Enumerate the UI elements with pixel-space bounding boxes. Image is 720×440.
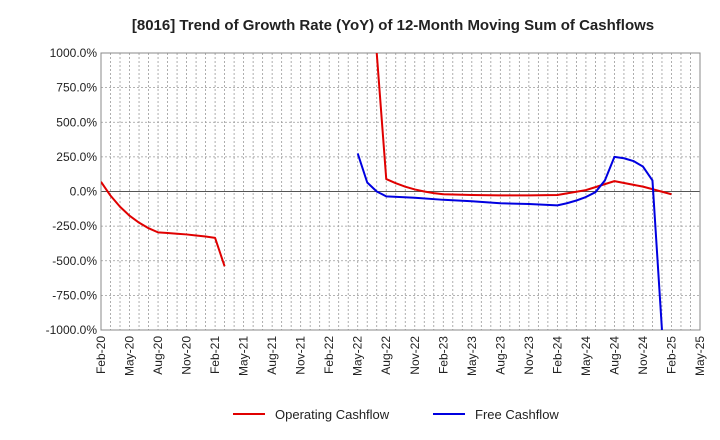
legend-label-free-cashflow: Free Cashflow (475, 407, 559, 422)
x-tick-label: May-21 (237, 336, 251, 376)
x-tick-label: May-20 (123, 336, 137, 376)
x-tick-label: Feb-21 (208, 336, 222, 374)
y-tick-label: 1000.0% (50, 46, 98, 60)
plot-frame (100, 52, 701, 331)
x-tick-label: Nov-23 (522, 336, 536, 375)
x-tick-label: Aug-23 (493, 336, 507, 375)
y-tick-label: -500.0% (52, 254, 97, 268)
x-tick-label: Feb-22 (322, 336, 336, 374)
x-tick-label: Feb-25 (664, 336, 678, 374)
x-tick-label: Nov-22 (408, 336, 422, 375)
y-tick-label: -250.0% (52, 219, 97, 233)
x-tick-label: May-23 (465, 336, 479, 376)
x-tick-label: May-22 (351, 336, 365, 376)
x-tick-label: Aug-24 (607, 336, 621, 375)
x-tick-label: Nov-21 (294, 336, 308, 375)
series-lines (101, 53, 672, 330)
x-tick-label: Aug-20 (151, 336, 165, 375)
x-tick-label: Nov-20 (180, 336, 194, 375)
x-tick-label: May-24 (579, 336, 593, 376)
legend: Operating Cashflow Free Cashflow (233, 407, 559, 422)
x-tick-label: Aug-22 (379, 336, 393, 375)
x-tick-label: Nov-24 (636, 336, 650, 375)
chart-title: [8016] Trend of Growth Rate (YoY) of 12-… (132, 17, 654, 34)
series-line-free-cashflow (356, 153, 663, 330)
legend-label-operating-cashflow: Operating Cashflow (275, 407, 390, 422)
y-tick-label: 750.0% (56, 81, 97, 95)
y-tick-label: -1000.0% (46, 323, 98, 337)
x-tick-label: Feb-24 (550, 336, 564, 374)
x-tick-label: May-25 (693, 336, 707, 376)
y-tick-label: 250.0% (56, 150, 97, 164)
y-tick-label: -750.0% (52, 288, 97, 302)
x-tick-label: Aug-21 (265, 336, 279, 375)
series-line-operating-cashflow (375, 53, 672, 197)
series-line-operating-cashflow (101, 181, 226, 267)
y-tick-label: 500.0% (56, 115, 97, 129)
y-tick-label: 0.0% (70, 185, 98, 199)
axes: 1000.0% 750.0% 500.0% 250.0% 0.0% -250.0% -500… (46, 46, 707, 376)
x-tick-label: Feb-20 (94, 336, 108, 374)
x-tick-label: Feb-23 (436, 336, 450, 374)
